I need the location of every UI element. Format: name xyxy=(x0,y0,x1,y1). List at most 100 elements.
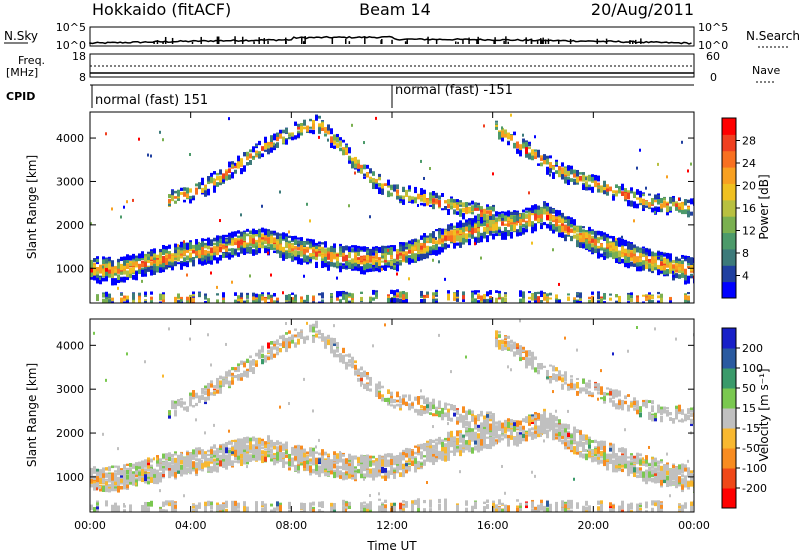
echo-cell xyxy=(567,293,570,296)
echo-cell xyxy=(687,169,689,173)
echo-cell xyxy=(567,169,570,177)
nsky-spike xyxy=(404,41,407,44)
echo-cell xyxy=(657,194,660,198)
echo-cell xyxy=(444,243,447,250)
echo-cell xyxy=(498,293,501,298)
echo-cell xyxy=(687,278,690,284)
echo-cell xyxy=(147,459,150,463)
echo-cell xyxy=(387,401,389,405)
echo-cell xyxy=(348,463,351,469)
echo-cell xyxy=(345,354,348,357)
echo-cell xyxy=(465,222,468,226)
echo-cell xyxy=(534,300,537,303)
echo-cell xyxy=(129,509,132,512)
echo-cell xyxy=(168,462,171,469)
echo-cell xyxy=(102,265,104,269)
echo-cell xyxy=(438,238,441,245)
echo-cell xyxy=(492,233,495,240)
echo-cell xyxy=(147,253,150,261)
echo-cell xyxy=(345,261,348,266)
echo-cell xyxy=(96,502,99,506)
echo-cell xyxy=(300,240,303,248)
echo-cell xyxy=(666,205,669,213)
echo-cell xyxy=(312,119,315,127)
echo-cell xyxy=(528,296,531,300)
echo-cell xyxy=(537,296,540,303)
echo-cell xyxy=(354,266,357,271)
echo-cell xyxy=(582,172,585,176)
echo-cell xyxy=(468,233,471,238)
echo-cell xyxy=(231,366,234,371)
echo-cell xyxy=(279,405,281,409)
echo-cell xyxy=(387,295,390,301)
echo-cell xyxy=(192,390,195,397)
echo-cell xyxy=(666,175,668,179)
echo-cell xyxy=(291,243,294,246)
echo-cell xyxy=(375,178,378,184)
echo-cell xyxy=(225,171,228,177)
echo-cell xyxy=(156,469,159,474)
echo-cell xyxy=(423,237,426,244)
echo-cell xyxy=(483,209,486,214)
echo-cell xyxy=(198,248,201,255)
echo-cell xyxy=(141,260,144,264)
echo-cell xyxy=(174,246,177,254)
nsearch-label: N.Search xyxy=(746,29,800,43)
echo-cell xyxy=(480,235,483,241)
echo-cell xyxy=(168,470,171,475)
echo-cell xyxy=(300,253,303,257)
echo-cell xyxy=(147,462,150,466)
echo-cell xyxy=(546,298,549,302)
echo-cell xyxy=(672,195,675,199)
echo-cell xyxy=(588,234,591,241)
echo-cell xyxy=(117,262,120,269)
echo-cell xyxy=(660,206,663,213)
echo-cell xyxy=(126,470,129,475)
echo-cell xyxy=(294,294,297,298)
echo-cell xyxy=(234,369,237,373)
echo-cell xyxy=(312,506,315,510)
echo-cell xyxy=(204,293,207,300)
echo-cell xyxy=(393,245,396,252)
echo-cell xyxy=(246,440,249,444)
echo-cell xyxy=(255,247,258,255)
echo-cell xyxy=(279,502,282,506)
echo-cell xyxy=(381,267,383,271)
echo-cell xyxy=(462,202,465,207)
echo-cell xyxy=(240,443,243,446)
echo-cell xyxy=(171,457,174,465)
echo-cell xyxy=(525,225,528,230)
echo-cell xyxy=(285,236,288,243)
echo-cell xyxy=(180,248,183,254)
echo-cell xyxy=(369,376,372,380)
echo-cell xyxy=(591,186,594,193)
echo-cell xyxy=(675,206,678,211)
echo-cell xyxy=(474,298,477,303)
echo-cell xyxy=(246,454,249,458)
echo-cell xyxy=(198,450,201,455)
echo-cell xyxy=(645,205,648,208)
echo-cell xyxy=(264,503,267,507)
echo-cell xyxy=(564,225,567,231)
echo-cell xyxy=(420,197,423,202)
echo-cell xyxy=(162,244,165,250)
echo-cell xyxy=(279,457,282,461)
echo-cell xyxy=(189,252,192,260)
echo-cell xyxy=(543,293,546,299)
echo-cell xyxy=(213,242,216,246)
echo-cell xyxy=(189,395,192,401)
echo-cell xyxy=(564,167,567,174)
echo-cell xyxy=(381,457,384,460)
echo-cell xyxy=(297,460,300,465)
echo-cell xyxy=(384,508,387,512)
echo-cell xyxy=(198,502,201,509)
echo-cell xyxy=(357,259,360,267)
echo-cell xyxy=(498,132,501,140)
echo-cell xyxy=(321,461,324,465)
echo-cell xyxy=(231,447,234,452)
echo-cell xyxy=(297,251,300,257)
echo-cell xyxy=(207,176,210,181)
echo-cell xyxy=(348,363,351,367)
echo-cell xyxy=(579,235,582,243)
